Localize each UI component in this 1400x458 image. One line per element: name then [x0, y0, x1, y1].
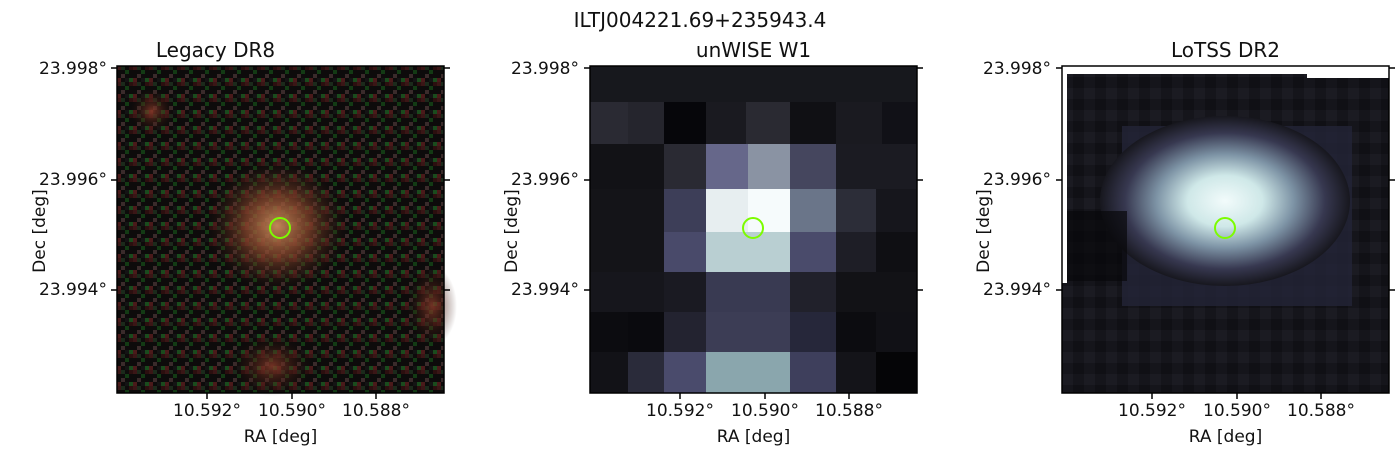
tick-marks: [584, 67, 923, 399]
image-axes: [1056, 65, 1395, 399]
source-marker: [269, 217, 291, 239]
x-tick-label: 10.588°: [342, 401, 410, 421]
axes-frame: [589, 65, 918, 394]
image-axes: [111, 65, 457, 399]
nearby-source: [407, 266, 457, 346]
x-axis-label: RA [deg]: [716, 427, 791, 447]
y-tick-label: 23.998°: [983, 59, 1051, 79]
y-tick-label: 23.994°: [983, 280, 1051, 300]
axes-frame: [1061, 65, 1390, 394]
x-tick-label: 10.592°: [646, 401, 714, 421]
x-tick-label: 10.592°: [173, 401, 241, 421]
y-tick-label: 23.998°: [511, 59, 579, 79]
figure-title: ILTJ004221.69+235943.4: [573, 8, 827, 32]
source-emission: [1100, 116, 1350, 286]
y-axis-label: Dec [deg]: [30, 189, 50, 273]
x-tick-label: 10.588°: [815, 401, 883, 421]
x-tick-label: 10.588°: [1287, 401, 1355, 421]
x-axis-label: RA [deg]: [1188, 427, 1263, 447]
pixel-grid: [590, 66, 917, 393]
panel-title: LoTSS DR2: [1170, 38, 1280, 62]
source-marker: [1214, 217, 1236, 239]
panel-title: unWISE W1: [695, 38, 812, 62]
panel-legacy-dr8: Legacy DR8: [0, 0, 460, 458]
blank-region: [1307, 66, 1389, 78]
y-tick-label: 23.994°: [39, 280, 107, 300]
source-glow: [207, 161, 347, 291]
y-axis-label: Dec [deg]: [502, 189, 522, 273]
tick-marks: [111, 67, 450, 399]
x-tick-label: 10.590°: [731, 401, 799, 421]
y-tick-label: 23.994°: [511, 280, 579, 300]
blank-region: [1062, 66, 1067, 283]
axes-frame: [116, 65, 445, 394]
x-tick-label: 10.592°: [1118, 401, 1186, 421]
y-tick-label: 23.996°: [39, 170, 107, 190]
image-axes: [584, 65, 923, 399]
y-tick-label: 23.996°: [511, 170, 579, 190]
blank-region: [1062, 66, 1389, 74]
y-tick-label: 23.996°: [983, 170, 1051, 190]
x-axis-label: RA [deg]: [243, 427, 318, 447]
y-tick-label: 23.998°: [39, 59, 107, 79]
panel-lotss-dr2: LoTSS DR2: [944, 0, 1400, 458]
panel-title: Legacy DR8: [155, 38, 276, 62]
panel-unwise-w1: unWISE W1: [472, 0, 932, 458]
y-axis-label: Dec [deg]: [974, 189, 994, 273]
source-marker: [742, 217, 764, 239]
x-tick-label: 10.590°: [258, 401, 326, 421]
dark-corner: [1067, 211, 1127, 281]
x-tick-label: 10.590°: [1203, 401, 1271, 421]
nearby-source: [232, 336, 312, 396]
tick-marks: [1056, 67, 1395, 399]
nearby-source: [130, 89, 174, 133]
